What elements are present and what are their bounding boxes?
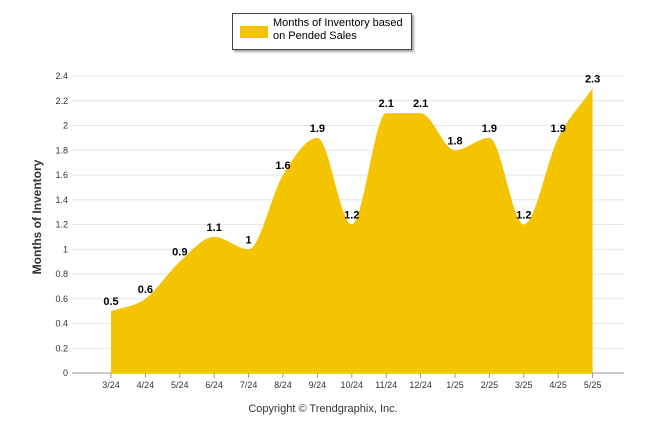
x-tick-label: 11/24 <box>375 380 397 390</box>
x-tick-label: 8/24 <box>274 380 292 390</box>
y-tick-label: 2.2 <box>55 96 68 106</box>
x-tick-label: 6/24 <box>205 380 223 390</box>
x-tick-label: 4/24 <box>137 380 155 390</box>
y-tick-label: 1.6 <box>55 170 68 180</box>
x-tick-label: 1/25 <box>446 380 464 390</box>
data-label: 1.6 <box>275 160 290 172</box>
data-label: 0.5 <box>103 296 118 308</box>
x-tick-label: 3/24 <box>102 380 120 390</box>
x-tick-label: 12/24 <box>409 380 432 390</box>
series-area <box>111 88 593 373</box>
y-tick-label: 1.8 <box>55 145 68 155</box>
data-label: 2.3 <box>585 73 600 85</box>
y-tick-label: 1.2 <box>55 220 68 230</box>
data-label: 0.6 <box>138 284 153 296</box>
data-label: 2.1 <box>379 98 394 110</box>
x-tick-label: 2/25 <box>481 380 499 390</box>
x-tick-label: 10/24 <box>341 380 364 390</box>
data-label: 1.9 <box>310 123 325 135</box>
data-label: 1.2 <box>344 210 359 222</box>
y-tick-label: 1 <box>63 244 68 254</box>
data-label: 0.9 <box>172 247 187 259</box>
legend-label: Months of Inventory based on Pended Sale… <box>273 17 403 42</box>
y-tick-label: 0.2 <box>55 343 68 353</box>
x-tick-label: 5/25 <box>584 380 602 390</box>
y-tick-label: 2.4 <box>55 71 68 81</box>
data-labels: 0.5 0.6 0.9 1.1 1 1.6 1.9 1.2 2.1 2.1 1.8 1.9 1.2 1.9… <box>103 73 600 308</box>
x-axis-ticks: 3/24 4/24 5/24 6/24 7/24 8/24 9/24 10/24 11/24 12… <box>102 373 601 390</box>
data-label: 1.8 <box>447 135 462 147</box>
data-label: 2.1 <box>413 98 428 110</box>
x-tick-label: 3/25 <box>515 380 533 390</box>
x-tick-label: 9/24 <box>309 380 327 390</box>
copyright: Copyright © Trendgraphix, Inc. <box>248 403 398 415</box>
y-tick-label: 1.4 <box>55 195 68 205</box>
y-tick-label: 0 <box>63 368 68 378</box>
x-tick-label: 7/24 <box>240 380 258 390</box>
y-tick-label: 0.6 <box>55 294 68 304</box>
legend-swatch <box>240 26 268 38</box>
data-label: 1.9 <box>551 123 566 135</box>
x-tick-label: 4/25 <box>549 380 567 390</box>
data-label: 1.9 <box>482 123 497 135</box>
x-tick-label: 5/24 <box>171 380 189 390</box>
y-axis-ticks: 0 0.2 0.4 0.6 0.8 1 1.2 1.4 1.6 1.8 2 2.2 2.4 <box>55 71 68 378</box>
y-axis-title: Months of Inventory <box>30 159 44 275</box>
data-label: 1.1 <box>207 222 222 234</box>
data-label: 1 <box>246 234 252 246</box>
y-tick-label: 0.4 <box>55 319 68 329</box>
y-tick-label: 2 <box>63 121 68 131</box>
y-tick-label: 0.8 <box>55 269 68 279</box>
legend[interactable]: Months of Inventory based on Pended Sale… <box>232 13 412 50</box>
data-label: 1.2 <box>516 210 531 222</box>
